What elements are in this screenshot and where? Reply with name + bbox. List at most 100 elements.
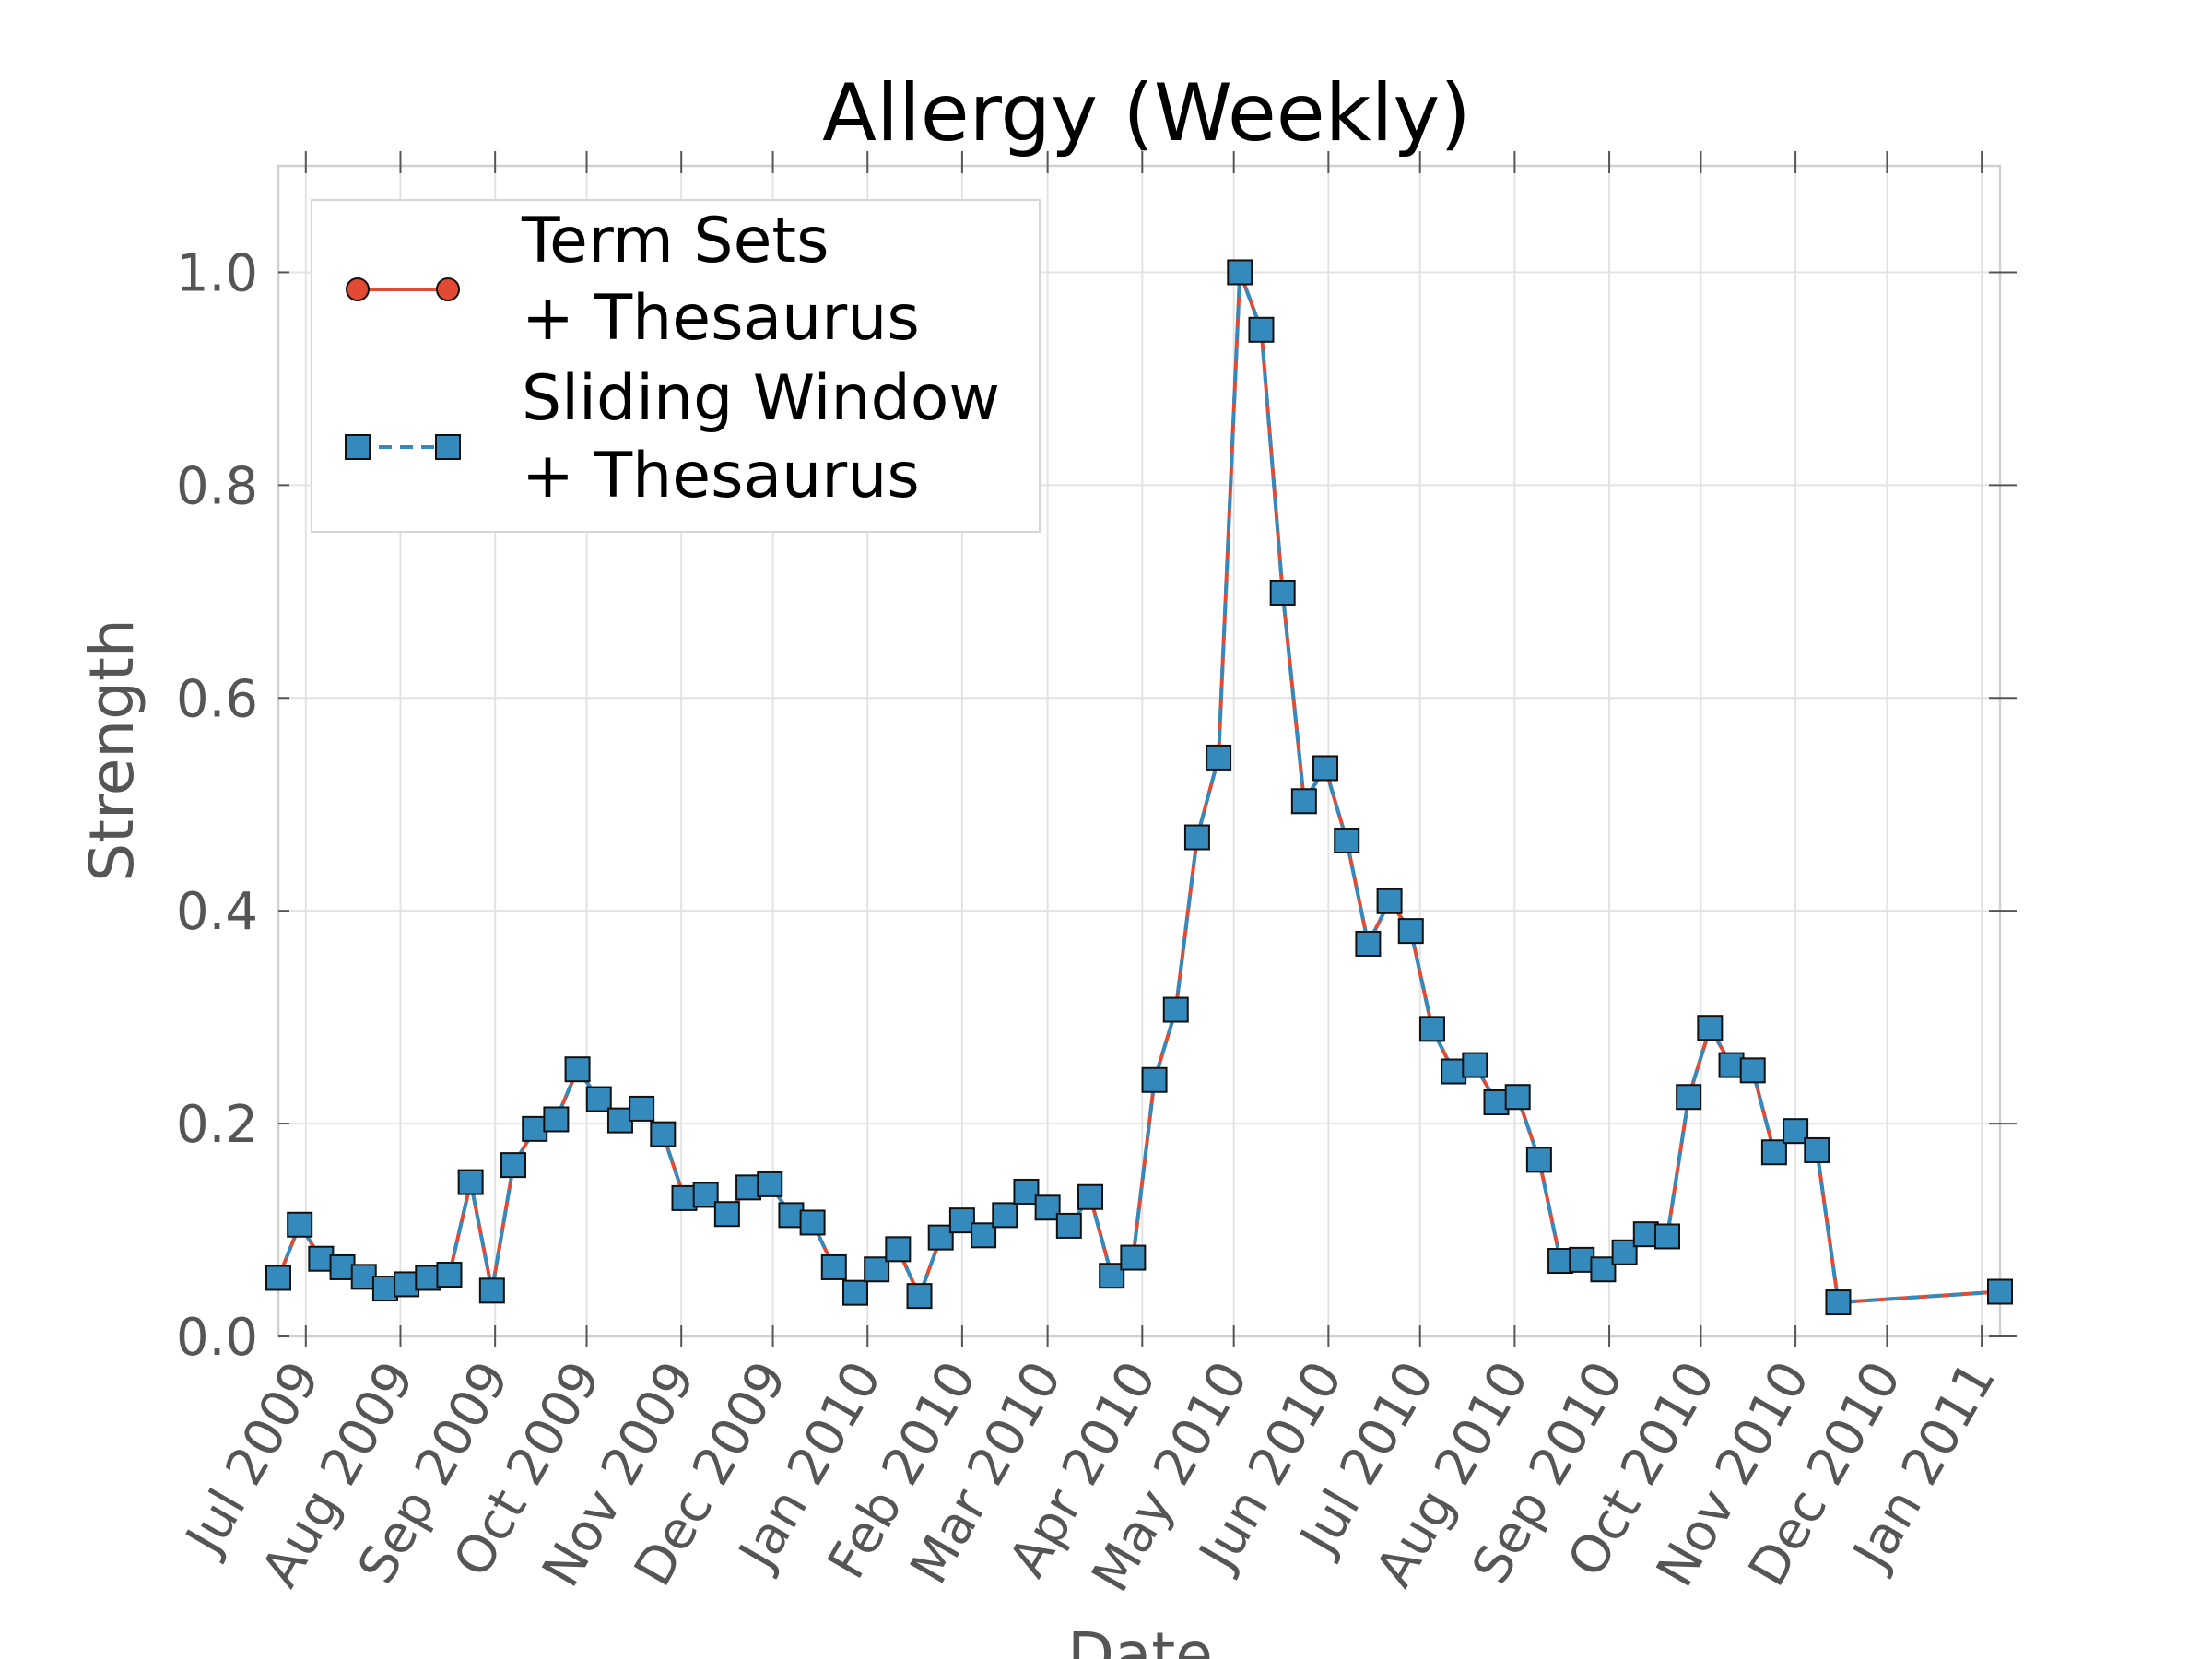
- legend-marker-2: [345, 434, 371, 460]
- series-2-point: [1760, 1139, 1787, 1166]
- series-2-point: [1099, 1263, 1125, 1289]
- y-tick-label: 0.8: [176, 456, 258, 516]
- series-2-point: [308, 1245, 335, 1272]
- series-2-point: [1483, 1089, 1510, 1115]
- x-axis-label: Date: [1067, 1619, 1213, 1659]
- series-2-point: [436, 1262, 463, 1288]
- series-2-point: [1355, 930, 1382, 957]
- series-2-point: [1739, 1057, 1766, 1084]
- series-2-point: [671, 1184, 698, 1211]
- series-2-point: [1697, 1015, 1724, 1041]
- legend-label-line: + Thesaurus: [522, 282, 920, 355]
- series-2-point: [864, 1256, 890, 1283]
- series-2-point: [287, 1211, 313, 1238]
- series-2-point: [1397, 918, 1424, 945]
- series-2-point: [350, 1264, 377, 1290]
- series-2-point: [1525, 1147, 1552, 1173]
- series-2-point: [1248, 316, 1275, 343]
- legend-box: [311, 199, 1041, 533]
- series-2-point: [265, 1265, 291, 1291]
- series-2-point: [820, 1253, 847, 1280]
- series-2-point: [457, 1169, 484, 1195]
- series-2-point: [1632, 1221, 1659, 1248]
- series-2-point: [1034, 1194, 1061, 1221]
- series-2-point: [543, 1106, 570, 1133]
- series-2-point: [1590, 1256, 1617, 1283]
- y-tick-label: 0.4: [176, 882, 258, 942]
- legend-marker-1: [436, 277, 460, 301]
- legend-label-line: Term Sets: [521, 205, 830, 277]
- legend-label-1: Term Sets + Thesaurus: [521, 205, 920, 355]
- series-2-point: [1162, 996, 1189, 1023]
- series-2-point: [799, 1209, 826, 1236]
- series-2-point: [1441, 1058, 1467, 1085]
- series-2-point: [1418, 1016, 1445, 1042]
- legend-label-line: + Thesaurus: [522, 440, 920, 512]
- legend-label-line: Sliding Window: [522, 362, 1000, 435]
- series-2-point: [650, 1121, 677, 1147]
- series-2-point: [1077, 1183, 1104, 1210]
- series-2-point: [1504, 1084, 1531, 1111]
- plot-frame: [276, 164, 2002, 1338]
- series-2-point: [971, 1222, 997, 1249]
- y-axis-label: Strength: [76, 618, 147, 882]
- y-tick-label: 0.6: [176, 669, 258, 729]
- series-2-point: [1376, 888, 1403, 914]
- series-2-point: [522, 1115, 548, 1142]
- chart-title: Allergy (Weekly): [822, 67, 1471, 159]
- series-2-point: [371, 1276, 398, 1302]
- series-2-point: [1676, 1084, 1702, 1111]
- series-2-point: [585, 1086, 612, 1112]
- series-2-point: [992, 1202, 1018, 1229]
- series-2-point: [1141, 1066, 1168, 1093]
- series-2-point: [713, 1201, 740, 1228]
- series-2-point: [906, 1283, 933, 1310]
- series-2-point: [1547, 1248, 1574, 1275]
- series-2-point: [329, 1253, 356, 1280]
- plot-area-border: [276, 164, 2002, 1338]
- legend-marker-2: [435, 434, 461, 460]
- series-2-point: [778, 1202, 805, 1229]
- series-2-point: [1569, 1246, 1595, 1273]
- series-2-point: [841, 1279, 868, 1306]
- series-2-point: [1013, 1178, 1040, 1205]
- series-2-point: [1227, 259, 1253, 286]
- series-2-point: [927, 1224, 954, 1251]
- series-2-point: [1718, 1052, 1745, 1078]
- series-2-point: [500, 1152, 527, 1179]
- series-2-point: [1055, 1212, 1082, 1239]
- series-2-point: [1825, 1289, 1852, 1316]
- series-2-point: [394, 1271, 420, 1298]
- series-2-point: [1783, 1118, 1809, 1145]
- series-2-point: [1290, 788, 1317, 815]
- y-tick-label: 0.2: [176, 1095, 258, 1155]
- series-2-point: [948, 1207, 975, 1234]
- series-2-point: [478, 1277, 505, 1304]
- legend-label-2: Sliding Window + Thesaurus: [522, 362, 1000, 512]
- series-2-point: [1183, 824, 1210, 851]
- series-2-point: [1462, 1052, 1488, 1078]
- series-2-point: [885, 1236, 912, 1263]
- series-2-point: [735, 1174, 762, 1201]
- y-tick-label: 1.0: [176, 243, 258, 303]
- series-2-point: [629, 1095, 655, 1122]
- series-2-point: [1987, 1278, 2013, 1305]
- series-2-point: [1269, 579, 1296, 606]
- series-2-point: [1334, 827, 1360, 853]
- series-layer: [265, 259, 2013, 1316]
- series-2-point: [1804, 1136, 1830, 1163]
- legend-marker-1: [346, 277, 370, 301]
- series-2-point: [1206, 744, 1232, 771]
- y-tick-label: 0.0: [176, 1308, 258, 1368]
- series-2-point: [1611, 1239, 1638, 1265]
- series-2-point: [415, 1265, 441, 1291]
- series-2-point: [564, 1056, 591, 1083]
- series-2-point: [1120, 1244, 1147, 1271]
- series-2-point: [757, 1171, 783, 1197]
- series-2-point: [1312, 755, 1339, 782]
- series-2-point: [692, 1182, 719, 1208]
- series-2-point: [1653, 1223, 1680, 1250]
- series-2-point: [606, 1107, 633, 1134]
